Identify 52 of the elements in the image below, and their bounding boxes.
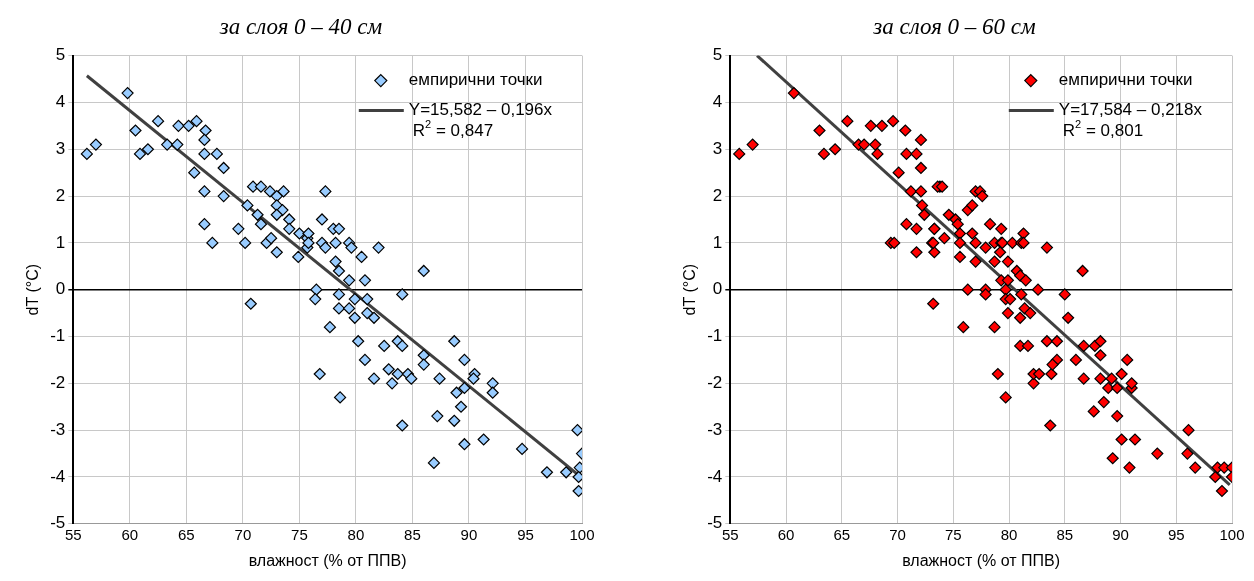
x-tick-label: 100 bbox=[1219, 525, 1245, 543]
y-axis-title: dT (°C) bbox=[24, 263, 42, 316]
x-tick-label: 75 bbox=[291, 525, 308, 543]
legend-label: Y=17,584 – 0,218x bbox=[1058, 100, 1203, 120]
y-tick-label: 3 bbox=[712, 138, 723, 158]
y-tick-label: 5 bbox=[55, 45, 66, 65]
chart-title: за слоя 0 – 40 см bbox=[218, 13, 383, 39]
y-tick-label: -5 bbox=[50, 513, 66, 533]
x-tick-label: 65 bbox=[178, 525, 195, 543]
y-tick-label: -3 bbox=[50, 419, 66, 439]
y-tick-label: 2 bbox=[712, 185, 723, 205]
x-tick-label: 95 bbox=[1167, 525, 1185, 543]
y-tick-label: 2 bbox=[55, 185, 66, 205]
x-tick-label: 70 bbox=[234, 525, 252, 543]
x-tick-label: 55 bbox=[64, 525, 82, 543]
x-tick-label: 55 bbox=[721, 525, 739, 543]
x-tick-label: 85 bbox=[404, 525, 421, 543]
legend-label: Y=15,582 – 0,196x bbox=[408, 100, 553, 120]
x-tick-label: 65 bbox=[833, 525, 851, 543]
x-tick-label: 100 bbox=[569, 525, 595, 543]
y-tick-label: 1 bbox=[712, 232, 723, 252]
y-tick-label: -1 bbox=[50, 326, 66, 346]
chart-title: за слоя 0 – 60 см bbox=[872, 13, 1037, 39]
x-tick-label: 95 bbox=[517, 525, 534, 543]
y-tick-label: -4 bbox=[50, 466, 66, 486]
y-axis-title: dT (°C) bbox=[681, 263, 699, 316]
x-tick-label: 90 bbox=[460, 525, 478, 543]
legend-label: емпирични точки bbox=[1058, 70, 1193, 90]
y-tick-label: -4 bbox=[707, 466, 723, 486]
y-tick-label: -2 bbox=[50, 373, 66, 393]
y-tick-label: 3 bbox=[55, 138, 66, 158]
x-tick-label: 90 bbox=[1112, 525, 1129, 543]
y-tick-label: 4 bbox=[712, 92, 723, 112]
y-tick-label: 5 bbox=[712, 45, 723, 65]
y-tick-label: -5 bbox=[707, 513, 723, 533]
y-tick-label: 4 bbox=[55, 92, 66, 112]
x-tick-label: 80 bbox=[1000, 525, 1018, 543]
x-axis-title: влажност (% от ППВ) bbox=[248, 551, 407, 569]
x-tick-label: 85 bbox=[1056, 525, 1074, 543]
x-tick-label: 70 bbox=[889, 525, 906, 543]
y-tick-label: -3 bbox=[707, 419, 723, 439]
legend-label: емпирични точки bbox=[408, 70, 543, 90]
y-tick-label: -2 bbox=[707, 373, 723, 393]
y-tick-label: -1 bbox=[707, 326, 723, 346]
x-axis-title: влажност (% от ППВ) bbox=[902, 551, 1061, 569]
x-tick-label: 60 bbox=[121, 525, 139, 543]
x-tick-label: 60 bbox=[777, 525, 795, 543]
x-tick-label: 80 bbox=[347, 525, 365, 543]
x-tick-label: 75 bbox=[944, 525, 962, 543]
y-tick-label: 0 bbox=[55, 279, 66, 299]
y-tick-label: 0 bbox=[712, 279, 723, 299]
y-tick-label: 1 bbox=[55, 232, 66, 252]
